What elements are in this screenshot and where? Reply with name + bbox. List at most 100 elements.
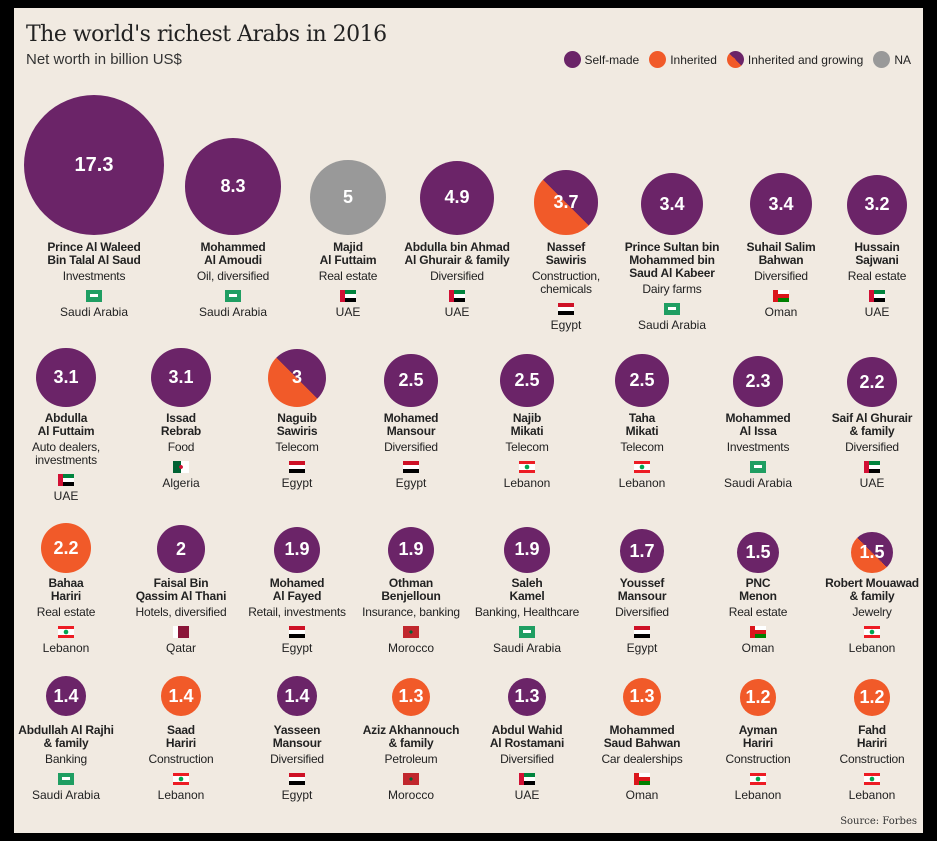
person-name: Aziz Akhannouch & family	[352, 724, 470, 750]
bubble-othman-benjelloun: 1.9	[387, 526, 435, 573]
industry-line: Diversified	[430, 269, 484, 283]
name-line: Mohammed	[725, 411, 791, 425]
person-name: Prince Al Waleed Bin Talal Al Saud	[35, 241, 153, 267]
person-info: Robert Mouawad & family Jewelry Lebanon	[813, 577, 931, 656]
industry-line: Hotels, diversified	[135, 605, 227, 619]
person-name: Abdulla bin Ahmad Al Ghurair & family	[398, 241, 516, 267]
value-label: 1.5	[745, 541, 771, 562]
industry-line: Telecom	[620, 440, 664, 454]
bubble-mohammed-al-issa: 2.3	[732, 356, 784, 407]
country: Lebanon	[42, 641, 90, 655]
name-line: Mikati	[625, 424, 659, 438]
country: Oman	[764, 305, 798, 319]
person-name: Naguib Sawiris	[238, 412, 356, 438]
industry-line: Car dealerships	[601, 752, 683, 766]
saudi-arabia-flag-icon	[58, 773, 74, 785]
country: Egypt	[626, 641, 658, 655]
value-label: 3.4	[768, 193, 794, 214]
person-info: Majid Al Futtaim Real estate UAE	[289, 241, 407, 320]
value-label: 1.4	[284, 685, 310, 706]
name-line: Yasseen	[273, 723, 321, 737]
industry: Diversified	[722, 270, 840, 283]
industry: Banking	[7, 753, 125, 766]
value-label: 8.3	[220, 176, 246, 197]
name-line: & family	[43, 736, 89, 750]
name-line: Hariri	[856, 736, 888, 750]
industry-line: Construction,	[531, 269, 601, 283]
bubble-prince-sultan-bin-mohammed-bin-saud-al-kabeer: 3.4	[641, 173, 703, 235]
legend-label: Inherited	[670, 52, 717, 67]
bubble-saleh-kamel: 1.9	[503, 526, 551, 573]
industry-line: Real estate	[728, 605, 788, 619]
country: Saudi Arabia	[723, 476, 793, 490]
person-info: Mohammed Saud Bahwan Car dealerships Oman	[583, 723, 701, 803]
bubble-saad-hariri: 1.4	[161, 676, 201, 716]
value-label: 3.4	[659, 193, 685, 214]
person-name: Abdullah Al Rajhi & family	[7, 724, 125, 750]
bubble-abdulla-al-futtaim: 3.1	[36, 347, 96, 407]
source-note: Source: Forbes	[840, 816, 917, 827]
industry-line: chemicals	[540, 282, 592, 296]
industry: Diversified	[352, 441, 470, 454]
country: Egypt	[281, 641, 313, 655]
name-line: Qassim Al Thani	[135, 589, 227, 603]
value-label: 2.5	[514, 369, 540, 390]
morocco-flag-icon	[403, 626, 419, 638]
industry-line: Real estate	[36, 605, 96, 619]
person-name: Faisal Bin Qassim Al Thani	[122, 577, 240, 603]
bubble-prince-al-waleed-bin-talal-al-saud: 17.3	[24, 95, 164, 235]
country: UAE	[53, 489, 79, 503]
industry-line: Retail, investments	[248, 605, 346, 619]
industry-line: Diversified	[500, 752, 554, 766]
oman-flag-icon	[634, 773, 650, 785]
industry-line: Investments	[62, 269, 126, 283]
legend-label: Self-made	[584, 52, 640, 67]
country: Lebanon	[848, 641, 896, 655]
person-name: Ayman Hariri	[699, 724, 817, 750]
person-info: Aziz Akhannouch & family Petroleum Morocco	[352, 724, 470, 803]
value-label: 3.1	[168, 366, 194, 387]
industry: Real estate	[7, 606, 125, 619]
person-name: Youssef Mansour	[583, 577, 701, 603]
country: Morocco	[387, 788, 434, 802]
inherited-swatch-icon	[649, 51, 667, 68]
industry: Construction	[813, 753, 931, 766]
person-name: Saif Al Ghurair & family	[813, 412, 931, 438]
name-line: Saud Bahwan	[603, 736, 681, 750]
person-name: Saleh Kamel	[468, 577, 586, 603]
person-info: Ayman Hariri Construction Lebanon	[699, 724, 817, 803]
bubble-mohamed-mansour: 2.5	[384, 353, 438, 407]
person-info: Abdulla Al Futtaim Auto dealers, investment…	[7, 412, 125, 504]
industry-line: Diversified	[384, 440, 438, 454]
value-label: 3.1	[53, 366, 79, 387]
saudi-arabia-flag-icon	[86, 290, 102, 302]
bubble-abdul-wahid-al-rostamani: 1.3	[507, 677, 547, 716]
person-name: Bahaa Hariri	[7, 577, 125, 603]
name-line: Al Amoudi	[204, 253, 262, 267]
name-line: Al Issa	[739, 424, 777, 438]
flag-emblem-icon	[668, 307, 676, 310]
value-label: 1.5	[859, 541, 885, 562]
flag-emblem-icon	[62, 777, 70, 780]
person-info: Abdulla bin Ahmad Al Ghurair & family Dive…	[398, 241, 516, 320]
country: Saudi Arabia	[492, 641, 562, 655]
bubble-mohamed-al-fayed: 1.9	[273, 526, 321, 573]
egypt-flag-icon	[634, 626, 650, 638]
person-info: Prince Al Waleed Bin Talal Al Saud Investm…	[35, 241, 153, 320]
industry: Real estate	[289, 270, 407, 283]
name-line: & family	[849, 424, 895, 438]
saudi-arabia-flag-icon	[750, 461, 766, 473]
name-line: Bahwan	[758, 253, 804, 267]
value-label: 1.3	[514, 686, 540, 707]
country: Saudi Arabia	[198, 305, 268, 319]
industry-line: Jewelry	[852, 605, 892, 619]
value-label: 3.7	[553, 192, 579, 213]
country: Egypt	[550, 318, 582, 332]
bubble-majid-al-futtaim: 5	[310, 159, 386, 235]
industry-line: Petroleum	[384, 752, 438, 766]
uae-flag-icon	[58, 474, 74, 486]
person-name: Hussain Sajwani	[818, 241, 936, 267]
uae-flag-icon	[519, 773, 535, 785]
industry-line: Telecom	[275, 440, 319, 454]
name-line: Mohammed	[609, 723, 675, 737]
